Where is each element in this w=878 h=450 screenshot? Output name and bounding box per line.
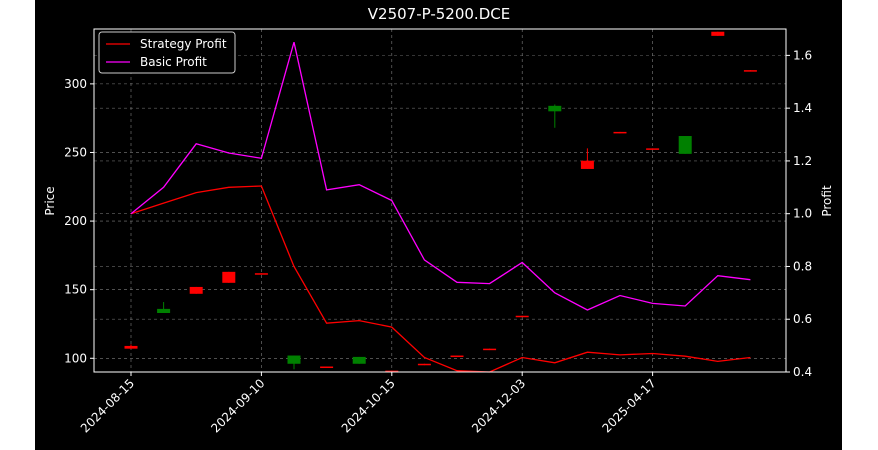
candle-body — [352, 356, 366, 364]
candle-body — [254, 273, 268, 275]
chart-title: V2507-P-5200.DCE — [368, 5, 510, 23]
candle-body — [450, 355, 464, 358]
candle-body — [678, 136, 692, 154]
candle-body — [580, 160, 594, 169]
y-axis-left-label: Price — [43, 186, 57, 215]
candle-body — [385, 370, 399, 373]
legend-strategy-label: Strategy Profit — [140, 37, 227, 51]
legend: Strategy Profit Basic Profit — [98, 31, 236, 74]
candle-body — [287, 355, 301, 364]
candle-body — [548, 105, 562, 112]
y-left-tick-label: 300 — [64, 77, 87, 91]
candle-body — [646, 148, 660, 150]
candle-body — [124, 345, 138, 349]
candle-body — [711, 31, 725, 36]
y-left-tick-label: 150 — [64, 283, 87, 297]
y-right-tick-label: 0.8 — [793, 259, 812, 273]
candle-body — [157, 308, 171, 314]
basic-profit-line — [130, 42, 751, 311]
y-right-tick-label: 1.2 — [793, 154, 812, 168]
y-right-tick-label: 1.0 — [793, 207, 812, 221]
y-left-tick-label: 100 — [64, 351, 87, 365]
candle-body — [483, 348, 497, 351]
plot-frame — [93, 28, 787, 373]
y-right-tick-label: 0.6 — [793, 312, 812, 326]
chart-background — [35, 0, 842, 450]
candlesticks — [124, 31, 757, 373]
y-right-tick-label: 1.4 — [793, 101, 812, 115]
candle-body — [417, 363, 431, 366]
y-axis-right-label: Profit — [820, 185, 834, 217]
candle-body — [743, 70, 757, 72]
candle-body — [320, 366, 334, 369]
y-right-tick-label: 1.6 — [793, 48, 812, 62]
grid — [94, 29, 786, 373]
candle-body — [515, 315, 529, 318]
y-left-tick-label: 250 — [64, 145, 87, 159]
y-left-tick-label: 200 — [64, 214, 87, 228]
legend-basic-label: Basic Profit — [140, 55, 207, 69]
candle-body — [613, 131, 627, 134]
candle-body — [189, 286, 203, 294]
strategy-profit-line — [130, 185, 751, 373]
profit-lines — [130, 42, 751, 373]
candle-body — [222, 271, 236, 283]
legend-box — [98, 31, 236, 74]
y-right-tick-label: 0.4 — [793, 365, 812, 379]
